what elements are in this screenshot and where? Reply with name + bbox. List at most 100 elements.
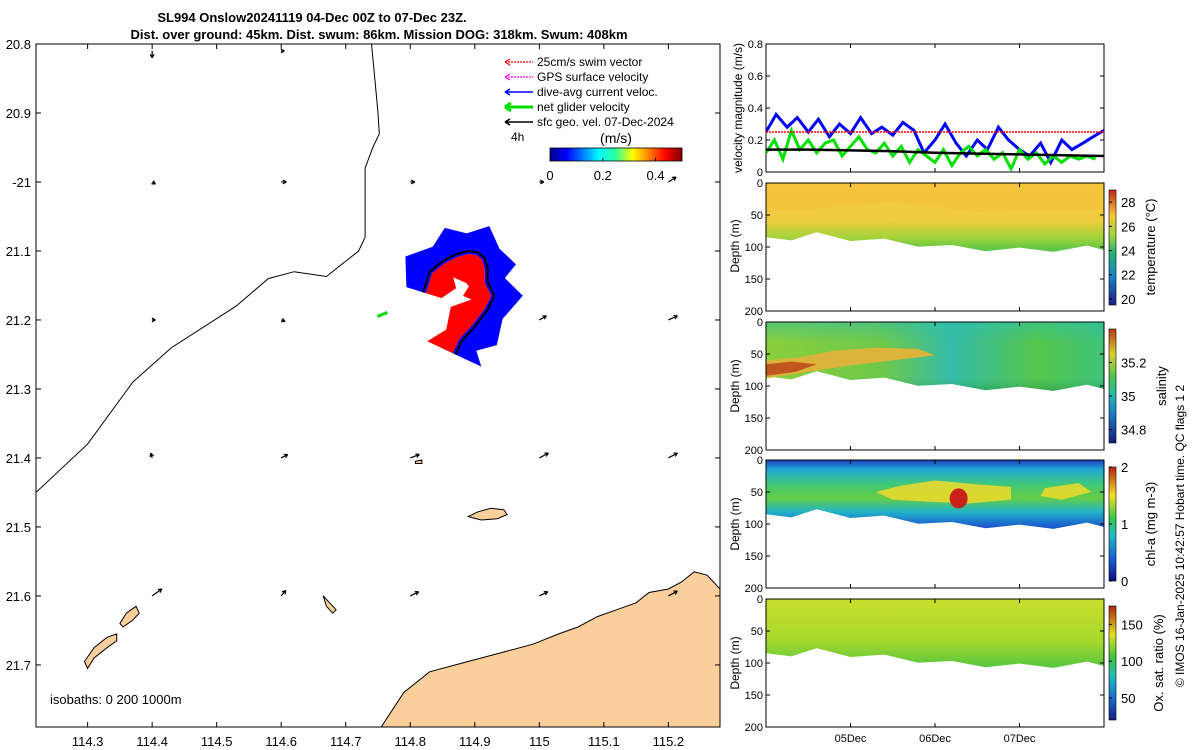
- map-x-tick-label: 114.7: [330, 734, 362, 749]
- chlorophyll-section: 0 50 100 150 200 Depth (m) 0 1 2 chl-a (mg m-3…: [728, 455, 1158, 595]
- chlorophyll-colorbar-label: chl-a (mg m-3): [1143, 482, 1158, 567]
- colorbar-tick-label: 28: [1121, 195, 1135, 210]
- map-y-tick-label: 20.8: [6, 37, 31, 52]
- time-scale-label: 4h: [511, 130, 524, 144]
- speed-colorbar-tick-label: 0: [546, 168, 553, 183]
- legend-item-swim-vector: 25cm/s swim vector: [504, 55, 642, 69]
- island-2: [466, 507, 508, 521]
- geo-velocity-vector: [281, 317, 286, 323]
- salinity-vertical-shading: [766, 322, 1104, 391]
- salinity-colorbar-label: salinity: [1154, 366, 1169, 406]
- velocity-ticks: 0 0.2 0.4 0.6 0.8: [748, 39, 1104, 179]
- map-content: [36, 44, 720, 727]
- geo-velocity-vector: [410, 453, 420, 459]
- map-legend: 25cm/s swim vector GPS surface velocity …: [504, 55, 683, 183]
- speed-colorbar: [549, 147, 683, 162]
- chlorophyll-ylabel: Depth (m): [728, 497, 742, 550]
- oxygen-colorbar-ticks: 50 100 150: [1109, 617, 1143, 706]
- mainland-land: [380, 571, 720, 727]
- salinity-colorbar: [1108, 328, 1117, 444]
- map-y-tick-label: 21.4: [6, 451, 31, 466]
- depth-tick-label: 50: [751, 349, 763, 361]
- colorbar-tick-label: 50: [1121, 691, 1135, 706]
- geo-velocity-vector: [539, 452, 549, 459]
- colorbar-tick-label: 24: [1121, 244, 1135, 259]
- salinity-core-patch: [766, 361, 817, 376]
- map-y-tick-label: 21.3: [6, 382, 31, 397]
- geo-velocity-vector: [539, 179, 545, 185]
- speed-colorbar-tick-label: 0.4: [647, 168, 665, 183]
- depth-tick-label: 50: [751, 626, 763, 638]
- time-x-tick-label: 06Dec: [919, 733, 951, 745]
- map-y-tick-label: 21.2: [6, 313, 31, 328]
- map-axes-box: [35, 43, 721, 728]
- svg-text:dive-avg current veloc.: dive-avg current veloc.: [537, 85, 658, 99]
- velocity-y-tick-label: 0: [757, 167, 763, 179]
- temperature-colorbar-ticks: 20 22 24 26 28: [1109, 195, 1135, 307]
- time-x-tick-label: 05Dec: [835, 733, 867, 745]
- geo-velocity-vector: [280, 589, 287, 597]
- figure-title-line2: Dist. over ground: 45km. Dist. swum: 86k…: [130, 27, 627, 42]
- geo-velocity-vector: [151, 588, 163, 597]
- salinity-ylabel: Depth (m): [728, 359, 742, 412]
- island-1: [119, 605, 140, 628]
- colorbar-tick-label: 35.2: [1121, 356, 1146, 371]
- salinity-colorbar-ticks: 34.8 35 35.2: [1109, 356, 1146, 438]
- colorbar-tick-label: 26: [1121, 219, 1135, 234]
- geo-velocity-vector: [149, 50, 155, 59]
- depth-tick-label: 0: [757, 178, 763, 190]
- map-y-tick-label: 20.9: [6, 106, 31, 121]
- velocity-ylabel: velocity magnitude (m/s): [731, 43, 745, 173]
- depth-tick-label: 0: [757, 455, 763, 467]
- geo-velocity-vector: [539, 591, 549, 597]
- salinity-high-patch: [766, 347, 935, 379]
- geo-velocity-vector: [151, 317, 156, 323]
- salinity-ticks: 0 50 100 150 200: [745, 317, 1104, 457]
- svg-text:GPS surface velocity: GPS surface velocity: [537, 70, 648, 84]
- depth-tick-label: 50: [751, 210, 763, 222]
- oxygen-section: 0 50 100 150 200 05Dec 06Dec 07Dec Depth (m) 5…: [728, 594, 1166, 745]
- map-y-tick-label: -21: [12, 175, 31, 190]
- velocity-y-tick-label: 0.4: [748, 103, 763, 115]
- map-x-tick-label: 115.2: [653, 734, 685, 749]
- temperature-section: 0 50 100 150 200 Depth (m) 20 22 24 26 28 temper…: [728, 178, 1158, 318]
- salinity-section: 0 50 100 150 200 Depth (m) 34.8 35 35.2 salini…: [728, 317, 1169, 457]
- geo-velocity-vector: [668, 452, 678, 459]
- net-glider-velocity-arrow: [376, 311, 388, 318]
- svg-text:net glider velocity: net glider velocity: [537, 100, 630, 114]
- oxygen-ticks: 0 50 100 150 200: [745, 594, 1104, 734]
- geo-velocity-vector: [410, 179, 416, 185]
- depth-tick-label: 100: [745, 658, 763, 670]
- sfc-geo-velocity-series: [766, 148, 1104, 158]
- colorbar-tick-label: 35: [1121, 389, 1135, 404]
- map-x-tick-label: 115: [529, 734, 550, 749]
- glider-track: [376, 226, 523, 367]
- temperature-ylabel: Depth (m): [728, 219, 742, 272]
- depth-tick-label: 0: [757, 594, 763, 606]
- map-x-tick-label: 114.6: [265, 734, 297, 749]
- colorbar-tick-label: 22: [1121, 268, 1135, 283]
- colorbar-tick-label: 2: [1121, 460, 1128, 475]
- depth-tick-label: 200: [745, 722, 763, 734]
- geo-velocity-vector: [280, 453, 289, 459]
- oxygen-colorbar-label: Ox. sat. ratio (%): [1151, 614, 1166, 712]
- chlorophyll-ticks: 0 50 100 150 200: [745, 455, 1104, 595]
- legend-item-sfc-geo-velocity: sfc geo. vel. 07-Dec-2024: [504, 115, 674, 129]
- coastline: [36, 44, 380, 493]
- velocity-panel: 0 0.2 0.4 0.6 0.8 velocity magnitude (m/s): [731, 39, 1105, 179]
- map-x-tick-label: 114.9: [459, 734, 491, 749]
- depth-tick-label: 100: [745, 242, 763, 254]
- depth-tick-label: 200: [745, 306, 763, 318]
- depth-tick-label: 0: [757, 317, 763, 329]
- map-x-tick-label: 114.4: [136, 734, 168, 749]
- island-4: [414, 459, 423, 464]
- depth-tick-label: 150: [745, 551, 763, 563]
- island-0: [83, 633, 118, 670]
- chlorophyll-colorbar-ticks: 0 1 2: [1109, 460, 1128, 589]
- temperature-colorbar: [1108, 189, 1117, 306]
- oxygen-x-ticks: 05Dec 06Dec 07Dec: [835, 733, 1036, 745]
- geo-velocity-vector: [668, 314, 678, 321]
- map-x-tick-label: 114.5: [201, 734, 233, 749]
- time-x-tick-label: 07Dec: [1004, 733, 1036, 745]
